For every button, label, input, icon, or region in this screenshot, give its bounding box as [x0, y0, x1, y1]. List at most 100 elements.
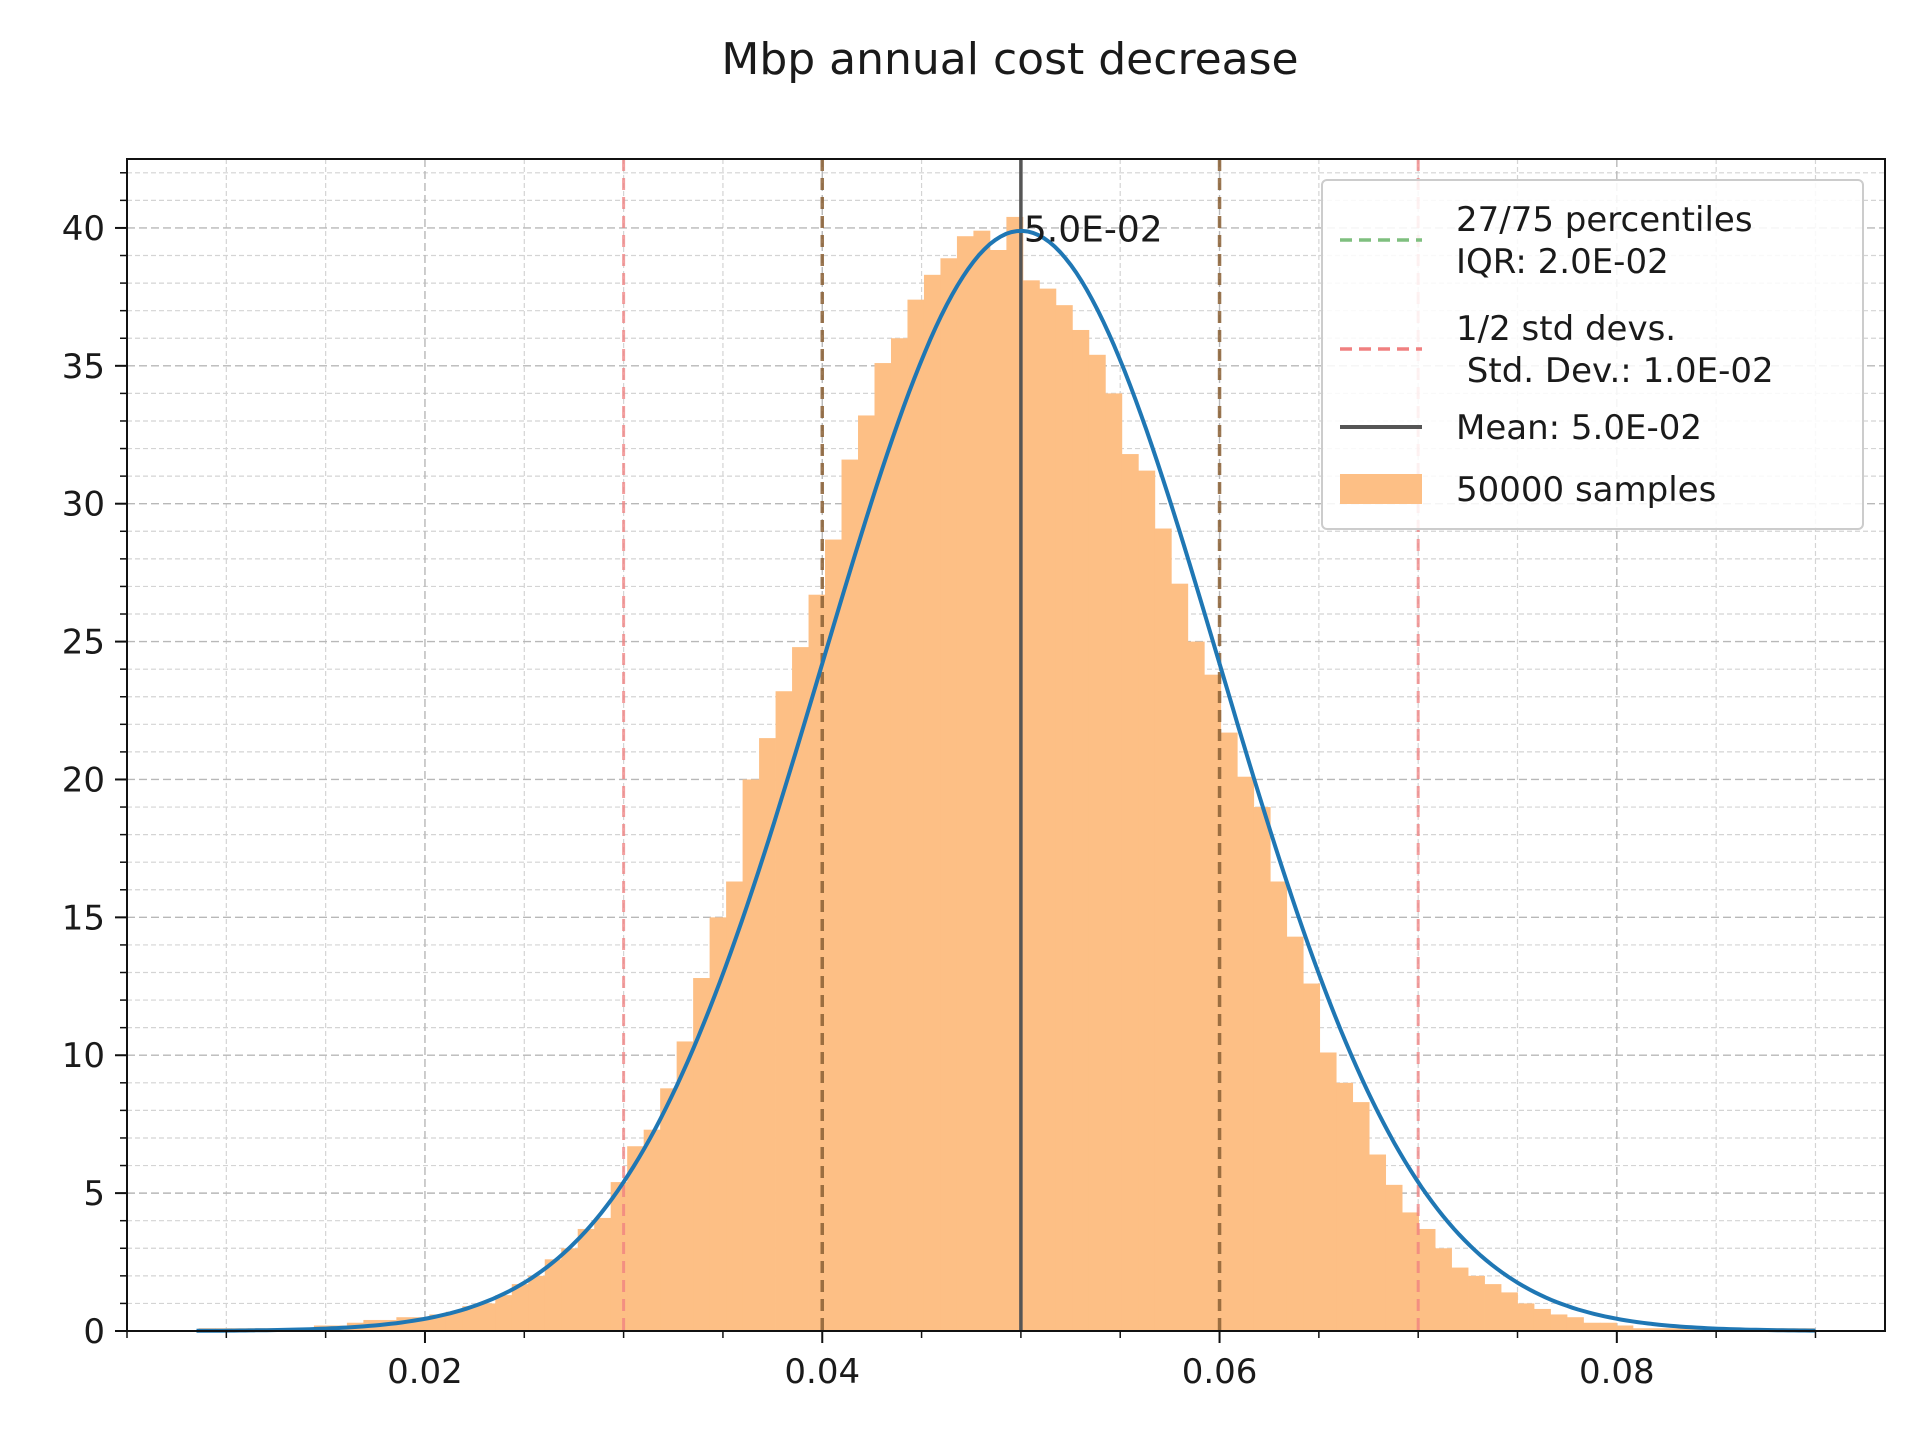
legend-text-line: 1/2 std devs. [1456, 309, 1676, 349]
legend-text-line: Mean: 5.0E-02 [1456, 408, 1702, 448]
histogram-bar [1319, 1052, 1337, 1331]
histogram-bar [1253, 807, 1271, 1331]
legend-box [1321, 179, 1864, 530]
histogram-bar [1270, 881, 1288, 1331]
histogram-bar [940, 258, 958, 1332]
histogram-bar [709, 917, 727, 1331]
histogram-bar [1352, 1102, 1370, 1331]
histogram-bar [1599, 1322, 1617, 1331]
histogram-bar [594, 1217, 612, 1331]
histogram-bar [1566, 1317, 1584, 1331]
histogram-bar [627, 1146, 645, 1331]
histogram-bar [1039, 288, 1057, 1332]
histogram-bar [858, 415, 875, 1331]
histogram-bar [511, 1284, 529, 1331]
histogram-bar [956, 236, 974, 1331]
x-tick-label: 0.04 [784, 1352, 860, 1392]
y-tick-label: 25 [62, 623, 105, 663]
histogram-bar [1204, 674, 1222, 1331]
histogram-bar [1138, 470, 1156, 1331]
histogram-bar [1121, 454, 1139, 1331]
y-tick-label: 20 [62, 760, 105, 800]
histogram-bar [544, 1259, 562, 1331]
histogram-bar [1303, 983, 1321, 1331]
histogram-bar [1451, 1267, 1469, 1331]
y-tick-label: 35 [62, 347, 105, 387]
x-tick-label: 0.02 [387, 1352, 463, 1392]
histogram-bar [874, 363, 892, 1331]
fit-curve [196, 228, 1816, 1333]
histogram-bar [1418, 1228, 1436, 1331]
histogram-bar [660, 1088, 678, 1331]
histogram-bar [1649, 1328, 1667, 1331]
histogram-bar [742, 779, 760, 1331]
histogram-bar [1088, 354, 1106, 1331]
y-tick-label: 40 [62, 209, 105, 249]
histogram-bar [462, 1306, 480, 1331]
legend-entry-std-devs: 1/2 std devs. Std. Dev.: 1.0E-02 [1456, 309, 1774, 391]
legend-entry-percentiles: 27/75 percentiles IQR: 2.0E-02 [1456, 200, 1753, 282]
x-tick-label: 0.08 [1579, 1352, 1655, 1392]
legend-entry-mean: Mean: 5.0E-02 [1456, 408, 1702, 448]
histogram-bar [1336, 1082, 1354, 1331]
histogram-bar [1055, 305, 1073, 1332]
legend-entry-samples: 50000 samples [1456, 470, 1716, 510]
histogram-bar [825, 539, 842, 1331]
histogram-bar [907, 299, 925, 1331]
legend-handle-patch [1340, 474, 1422, 504]
histogram-bar [1550, 1314, 1568, 1331]
histogram-bar [676, 1041, 694, 1331]
histogram-bar [973, 230, 991, 1331]
y-tick-label: 0 [83, 1312, 105, 1352]
legend: 27/75 percentiles IQR: 2.0E-02 1/2 std dev… [1321, 179, 1864, 530]
histogram-bar [792, 647, 809, 1331]
chart-title: Mbp annual cost decrease [721, 34, 1298, 85]
histogram-bar [643, 1129, 661, 1331]
y-tick-label: 15 [62, 898, 105, 938]
mean-annotation: 5.0E-02 [1024, 210, 1163, 251]
histogram-bar [1072, 329, 1090, 1331]
histogram-bar [1369, 1154, 1387, 1331]
histogram-bar [841, 459, 859, 1332]
histogram-bar [1501, 1292, 1518, 1331]
legend-text-line: Std. Dev.: 1.0E-02 [1456, 351, 1774, 391]
histogram-bar [1583, 1322, 1601, 1331]
histogram-bar [1468, 1275, 1485, 1331]
histogram-bar [1385, 1184, 1403, 1331]
histogram-bar [1517, 1303, 1535, 1331]
histogram-bar [1237, 776, 1255, 1331]
histogram-bar [561, 1248, 579, 1331]
histogram-bar [989, 250, 1007, 1332]
histogram-bar [1533, 1308, 1551, 1331]
histogram-bar [1402, 1212, 1419, 1331]
histogram-bar [923, 274, 941, 1331]
histogram-bar [445, 1311, 463, 1331]
histogram-bar [693, 978, 711, 1331]
histogram-bar [1484, 1284, 1502, 1331]
histogram-bar [1616, 1325, 1634, 1331]
histogram-bar [1171, 583, 1189, 1331]
histogram-bar [610, 1182, 628, 1331]
histogram-bar [478, 1303, 496, 1331]
y-tick-label: 5 [83, 1174, 105, 1214]
legend-text-line: 27/75 percentiles [1456, 200, 1753, 240]
histogram-bar [528, 1275, 546, 1331]
histogram-bar [577, 1228, 595, 1331]
axes-frame [126, 158, 1886, 1332]
histogram-bar [1220, 732, 1238, 1331]
histogram-bar [1435, 1248, 1452, 1331]
histogram-bar [1154, 528, 1172, 1331]
histogram-bar [1187, 641, 1205, 1331]
y-tick-label: 10 [62, 1036, 105, 1076]
histogram-bar [1665, 1328, 1683, 1331]
histogram-bar [1022, 280, 1040, 1332]
histogram-bar [1006, 216, 1024, 1331]
histogram-bar [726, 881, 743, 1331]
histogram-bar [1105, 393, 1123, 1331]
histogram-bar [890, 338, 908, 1331]
histogram-bar [495, 1295, 513, 1331]
y-tick-label: 30 [62, 485, 105, 525]
legend-text-line: 50000 samples [1456, 470, 1716, 510]
histogram-bar [1632, 1328, 1650, 1331]
